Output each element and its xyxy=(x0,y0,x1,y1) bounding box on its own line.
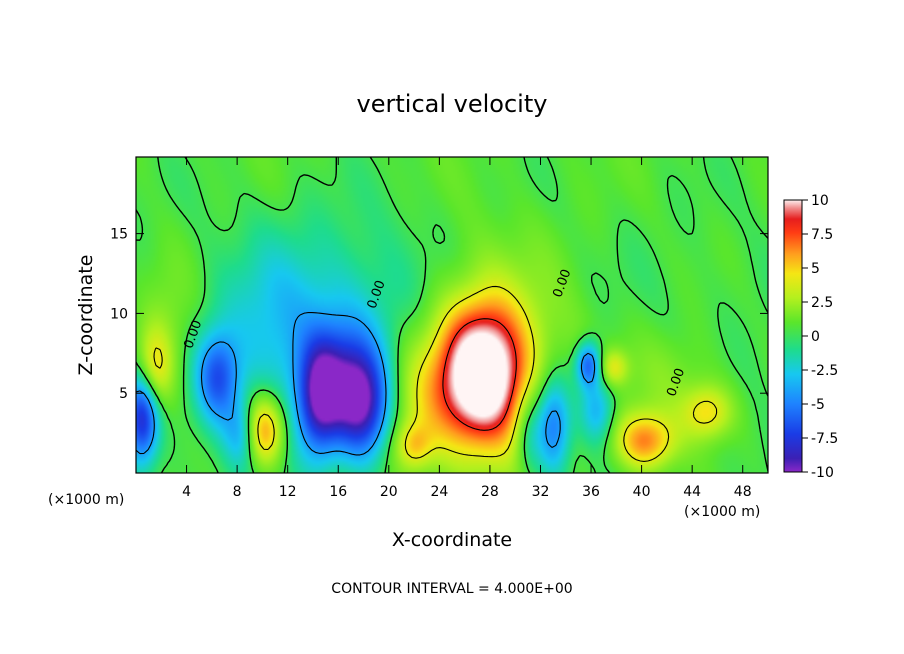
chart-title: vertical velocity xyxy=(357,90,548,118)
x-tick-label: 4 xyxy=(182,484,191,500)
colorbar-tick-label: -5 xyxy=(811,397,825,413)
contour-lines xyxy=(136,157,768,473)
y-axis-ticks: 5 10 15 xyxy=(110,227,768,402)
x-tick-label: 32 xyxy=(532,484,550,500)
colorbar-gradient xyxy=(783,199,803,473)
colorbar-tick-label: 2.5 xyxy=(811,295,833,311)
colorbar-tick-label: -10 xyxy=(811,465,834,481)
contour-positive xyxy=(153,285,718,462)
colorbar: 10 7.5 5 2.5 0 -2.5 -5 -7.5 -10 xyxy=(783,193,838,481)
x-axis-label: X-coordinate xyxy=(392,529,512,551)
colorbar-tick-label: -7.5 xyxy=(811,431,838,447)
contour-interval-note: CONTOUR INTERVAL = 4.000E+00 xyxy=(331,581,572,597)
y-axis-label: Z-coordinate xyxy=(75,255,97,376)
colorbar-tick-label: -2.5 xyxy=(811,363,838,379)
plot-area: 0.000.00 0.000.00 xyxy=(135,156,769,474)
x-tick-label: 12 xyxy=(279,484,297,500)
colorbar-ticks: 10 7.5 5 2.5 0 -2.5 -5 -7.5 -10 xyxy=(802,193,838,481)
y-tick-label: 10 xyxy=(110,306,128,322)
y-tick-label: 15 xyxy=(110,227,128,243)
colorbar-tick-label: 5 xyxy=(811,261,820,277)
x-axis-ticks: 4 8 12 16 20 24 28 32 36 40 44 48 xyxy=(182,157,752,500)
contour-positive xyxy=(442,318,517,431)
y-unit-label: (×1000 m) xyxy=(48,492,124,508)
x-tick-label: 48 xyxy=(734,484,752,500)
x-tick-label: 8 xyxy=(233,484,242,500)
colorbar-tick-label: 7.5 xyxy=(811,227,833,243)
x-tick-label: 40 xyxy=(633,484,651,500)
x-tick-label: 36 xyxy=(582,484,600,500)
x-tick-label: 20 xyxy=(380,484,398,500)
x-tick-label: 44 xyxy=(683,484,701,500)
plot-frame xyxy=(135,156,769,474)
x-unit-label: (×1000 m) xyxy=(684,504,760,520)
x-tick-label: 28 xyxy=(481,484,499,500)
colorbar-tick-label: 0 xyxy=(811,329,820,345)
velocity-field xyxy=(136,157,768,473)
contour-positive xyxy=(136,157,768,473)
contour-negative xyxy=(136,312,596,456)
x-tick-label: 24 xyxy=(430,484,448,500)
colorbar-tick-label: 10 xyxy=(811,193,829,209)
x-tick-label: 16 xyxy=(329,484,347,500)
y-tick-label: 5 xyxy=(119,386,128,402)
